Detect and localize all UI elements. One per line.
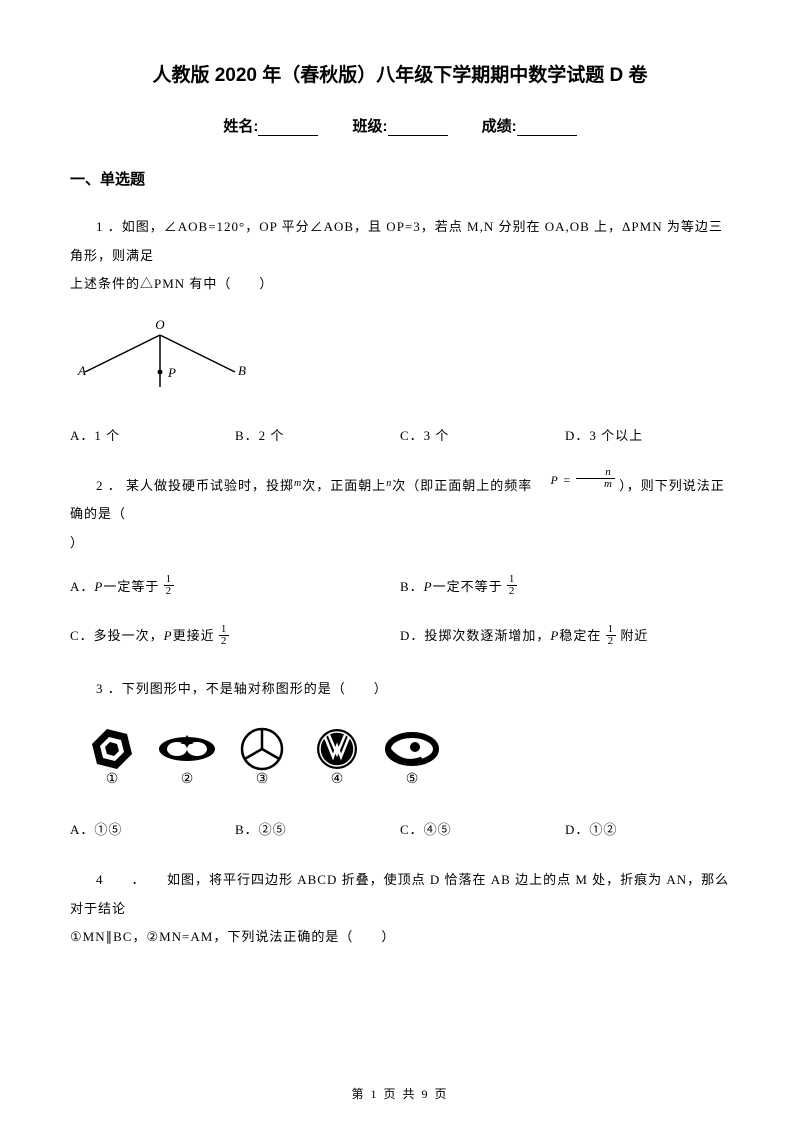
q1-line1: 1 ．如图，∠AOB=120°，OP 平分∠AOB，且 OP=3，若点 M,N … [70,213,730,270]
q1-optB: B．2 个 [235,425,400,444]
q2-frac-nm: nm [576,467,615,490]
q1-optC: C．3 个 [400,425,565,444]
q2-mid1: 次，正面朝上 [302,478,386,493]
q3-options: A．①⑤ B．②⑤ C．④⑤ D．①② [70,819,730,838]
page-footer: 第 1 页 共 9 页 [0,1085,800,1102]
q2-optA: A．P一定等于 12 [70,576,400,600]
score-label: 成绩: [482,118,517,135]
q2-P-eq: P = [551,473,572,487]
q1-figure: O A B P [70,317,730,407]
q2-pre: 2 ． 某人做投硬币试验时，投掷 [96,478,294,493]
svg-text:④: ④ [331,772,344,787]
half-frac: 12 [606,624,617,647]
svg-text:②: ② [181,772,194,787]
q3-optC: C．④⑤ [400,819,565,838]
half-frac: 12 [164,574,175,597]
page-title: 人教版 2020 年（春秋版）八年级下学期期中数学试题 D 卷 [70,60,730,87]
half-frac: 12 [507,574,518,597]
svg-text:P: P [167,365,176,380]
class-label: 班级: [353,118,388,135]
q2-mid2: 次（即正面朝上的频率 [392,478,546,493]
q1-optA: A．1 个 [70,425,235,444]
q1-line2: 上述条件的△PMN 有中（ ） [70,270,730,299]
svg-text:⑤: ⑤ [406,772,419,787]
q2-m: m [294,478,302,489]
q3-optD: D．①② [565,819,730,838]
q1-options: A．1 个 B．2 个 C．3 个 D．3 个以上 [70,425,730,444]
svg-text:①: ① [106,772,119,787]
question-1: 1 ．如图，∠AOB=120°，OP 平分∠AOB，且 OP=3，若点 M,N … [70,213,730,299]
question-4: 4 ． 如图，将平行四边形 ABCD 折叠，使顶点 D 恰落在 AB 边上的点 … [70,866,730,952]
q3-text: 3 ．下列图形中，不是轴对称图形的是（ ） [96,681,388,696]
q3-figure: ① ② ③ ④ ⑤ [82,721,730,801]
question-3: 3 ．下列图形中，不是轴对称图形的是（ ） [70,675,730,704]
q2-optC: C．多投一次，P更接近 12 [70,625,400,649]
svg-text:O: O [155,317,165,332]
q3-optA: A．①⑤ [70,819,235,838]
half-frac: 12 [219,624,230,647]
q2-optB: B．P一定不等于 12 [400,576,730,600]
student-info-row: 姓名: 班级: 成绩: [70,115,730,136]
name-blank [258,122,318,136]
svg-text:A: A [77,363,86,378]
section-title: 一、单选题 [70,168,730,189]
svg-text:③: ③ [256,772,269,787]
svg-text:B: B [238,363,246,378]
q4-line1: 4 ． 如图，将平行四边形 ABCD 折叠，使顶点 D 恰落在 AB 边上的点 … [70,866,730,923]
q2-optD: D．投掷次数逐渐增加，P稳定在 12 附近 [400,625,730,649]
q2-options: A．P一定等于 12 B．P一定不等于 12 C．多投一次，P更接近 12 D．… [70,576,730,649]
q1-optD: D．3 个以上 [565,425,730,444]
q2-close: ） [70,529,730,558]
q2-n: n [386,478,392,489]
score-blank [517,122,577,136]
q3-optB: B．②⑤ [235,819,400,838]
q4-line2: ①MN∥BC，②MN=AM，下列说法正确的是（ ） [70,923,730,952]
class-blank [388,122,448,136]
name-label: 姓名: [223,118,258,135]
question-2: 2 ． 某人做投硬币试验时，投掷m次，正面朝上n次（即正面朝上的频率 P = n… [70,472,730,558]
